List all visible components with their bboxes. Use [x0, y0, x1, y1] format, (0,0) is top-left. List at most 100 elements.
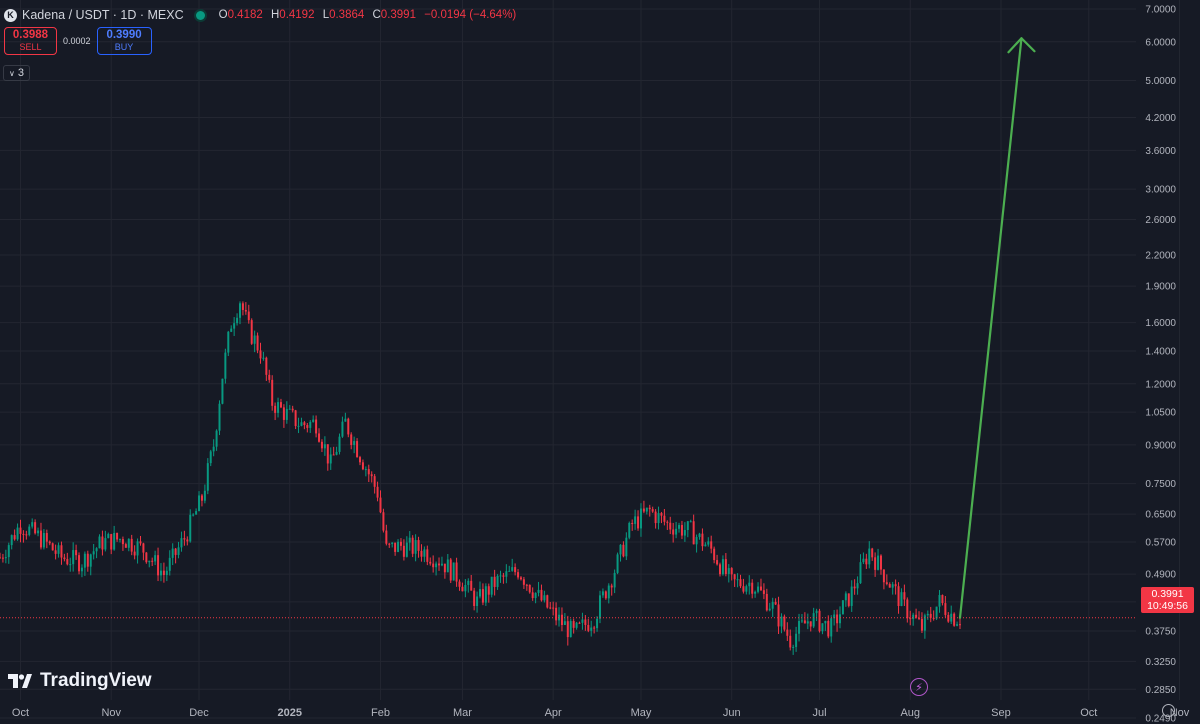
- candle-body: [83, 553, 86, 568]
- candle-body: [733, 574, 736, 580]
- candle-body: [739, 579, 742, 587]
- candle-body: [239, 303, 241, 318]
- price-tick-label: 0.5700: [1145, 537, 1176, 548]
- tradingview-logo[interactable]: TradingView: [8, 670, 152, 692]
- candle-body: [291, 408, 294, 411]
- candle-body: [610, 585, 613, 588]
- price-tick-label: 6.0000: [1145, 37, 1176, 48]
- candle-body: [250, 320, 253, 344]
- candle-body: [941, 595, 944, 604]
- candle-body: [37, 530, 40, 534]
- candle-body: [578, 622, 581, 624]
- candle-body: [853, 586, 856, 589]
- candle-body: [645, 507, 648, 512]
- candle-body: [575, 622, 578, 628]
- candle-body: [461, 586, 464, 592]
- candle-body: [25, 534, 28, 536]
- candle-body: [116, 532, 119, 540]
- candle-body: [695, 537, 698, 545]
- candle-body: [724, 559, 727, 574]
- candle-body: [584, 619, 587, 625]
- candle-body: [859, 562, 862, 584]
- candle-body: [42, 533, 45, 548]
- candle-body: [405, 542, 408, 557]
- candle-body: [619, 544, 622, 555]
- candle-body: [514, 567, 517, 573]
- time-tick-label: 2025: [278, 707, 302, 719]
- projection-arrow-shaft: [958, 37, 1023, 619]
- candle-body: [218, 403, 221, 431]
- candle-body: [599, 595, 601, 619]
- candle-body: [675, 528, 678, 535]
- candle-body: [470, 580, 473, 591]
- candle-body: [63, 557, 66, 560]
- candle-body: [221, 378, 224, 404]
- candle-body: [476, 596, 479, 607]
- candle-body: [830, 618, 833, 637]
- candle-body: [10, 535, 13, 546]
- candle-body: [639, 508, 642, 529]
- candle-body: [31, 522, 34, 527]
- candle-body: [771, 601, 774, 609]
- symbol-title[interactable]: Kadena / USDT · 1D · MEXC: [22, 8, 184, 22]
- candle-body: [912, 614, 915, 620]
- price-tick-label: 1.0500: [1145, 408, 1176, 419]
- candle-body: [841, 600, 844, 615]
- candle-body: [376, 486, 379, 498]
- candle-body: [241, 303, 244, 310]
- candle-body: [481, 589, 484, 603]
- candle-body: [727, 568, 730, 574]
- candle-body: [262, 357, 265, 359]
- gear-icon[interactable]: [1162, 704, 1175, 717]
- candle-body: [399, 541, 402, 546]
- candle-body: [69, 564, 72, 566]
- candle-body: [493, 576, 496, 587]
- candle-body: [672, 529, 675, 535]
- candle-body: [341, 421, 344, 437]
- candle-body: [136, 541, 139, 556]
- candle-body: [947, 614, 950, 622]
- candle-body: [215, 430, 218, 447]
- buy-button[interactable]: 0.3990 BUY: [96, 27, 152, 55]
- time-tick-label: Nov: [101, 707, 121, 719]
- candle-body: [792, 646, 795, 648]
- indicators-toggle[interactable]: ∨ 3: [3, 65, 30, 81]
- candle-body: [616, 554, 619, 573]
- time-tick-label: Dec: [189, 707, 209, 719]
- candle-body: [631, 522, 634, 524]
- candle-body: [359, 457, 361, 463]
- candle-body: [320, 441, 323, 449]
- candles: [0, 301, 961, 655]
- candle-body: [347, 418, 350, 435]
- sell-button[interactable]: 0.3988 SELL: [4, 27, 57, 55]
- candle-body: [540, 589, 543, 601]
- candle-body: [426, 549, 429, 562]
- candle-body: [133, 551, 136, 556]
- time-tick-label: Aug: [900, 707, 920, 719]
- price-axis[interactable]: 7.0000 6.0000 5.0000 4.2000 3.6000 3.0000 2.60…: [1145, 5, 1176, 724]
- candle-body: [669, 522, 672, 530]
- candle-body: [882, 569, 885, 583]
- candle-body: [751, 582, 754, 594]
- candle-body: [719, 564, 721, 575]
- candle-body: [833, 614, 836, 619]
- candle-body: [522, 579, 525, 585]
- time-tick-label: Oct: [1080, 707, 1097, 719]
- candle-body: [113, 532, 116, 550]
- candle-body: [165, 570, 168, 576]
- candle-body: [294, 410, 297, 427]
- candle-body: [517, 572, 520, 578]
- candle-body: [704, 544, 707, 547]
- candle-body: [959, 624, 961, 626]
- candle-body: [692, 521, 695, 545]
- candle-body: [323, 444, 326, 449]
- candle-body: [745, 586, 748, 592]
- candle-body: [154, 555, 157, 562]
- lightning-icon[interactable]: ⚡︎: [910, 678, 928, 696]
- candle-body: [72, 550, 75, 565]
- time-axis[interactable]: Oct Nov Dec 2025 Feb Mar Apr May Jun Jul Aug Sep Oct…: [12, 707, 1190, 719]
- candle-body: [836, 614, 839, 624]
- candle-body: [496, 575, 499, 587]
- candle-body: [789, 635, 792, 648]
